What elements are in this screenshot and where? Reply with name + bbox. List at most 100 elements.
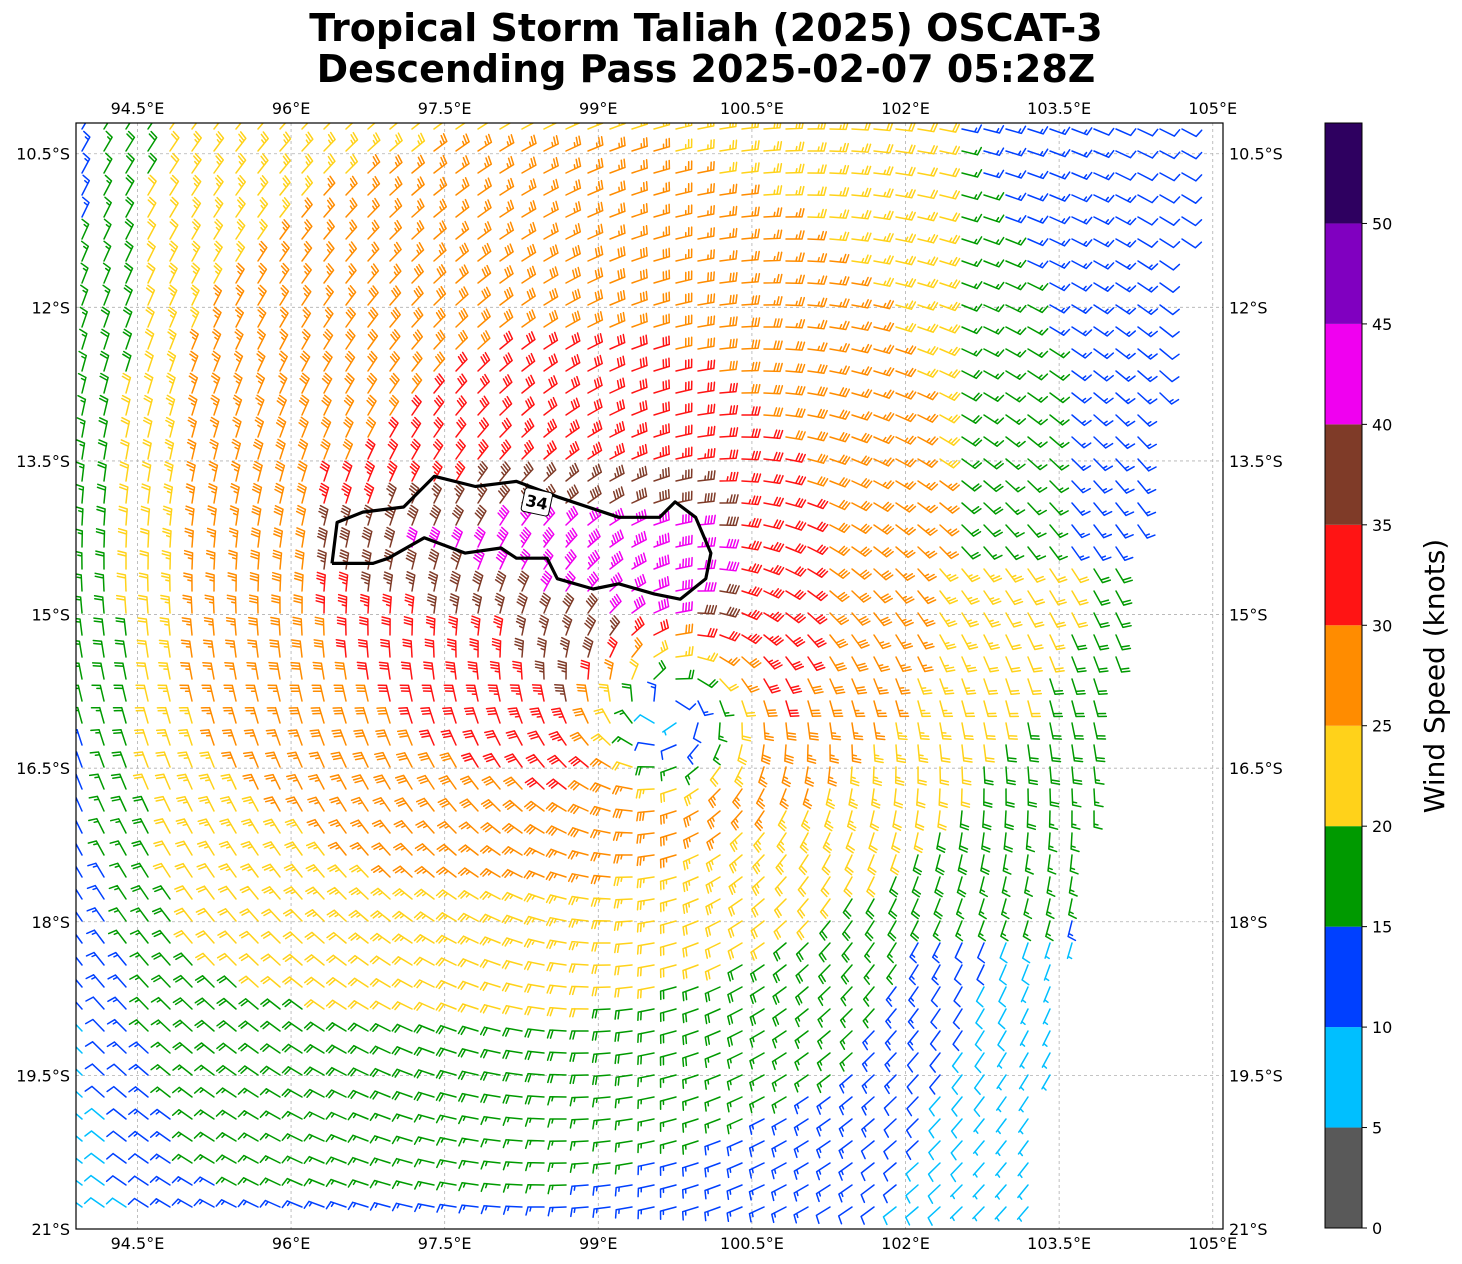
wind-barb — [378, 661, 391, 680]
wind-barb — [839, 1030, 853, 1050]
wind-barb — [205, 549, 216, 570]
wind-barb — [1004, 810, 1014, 831]
wind-barb — [580, 659, 591, 680]
wind-barb — [939, 436, 961, 446]
wind-barb — [741, 317, 761, 328]
wind-barb — [829, 678, 846, 695]
wind-barb — [400, 661, 413, 680]
wind-barb — [108, 884, 127, 900]
lat-tick-label-left: 13.5°S — [16, 452, 70, 471]
wind-barb — [281, 1133, 303, 1142]
wind-barb — [389, 197, 403, 218]
wind-barb — [961, 258, 983, 268]
wind-barb — [1137, 194, 1159, 204]
wind-barb — [894, 766, 905, 786]
wind-barb — [215, 1109, 237, 1120]
wind-barb — [103, 218, 112, 240]
wind-barb — [741, 633, 763, 645]
wind-barb — [367, 285, 379, 306]
wind-barb — [950, 1162, 963, 1183]
wind-barb — [961, 169, 983, 178]
wind-barb — [449, 593, 460, 614]
wind-barb — [169, 218, 179, 240]
wind-barb — [84, 1041, 105, 1054]
wind-barb — [201, 684, 215, 702]
wind-barb — [125, 130, 136, 152]
wind-barb — [751, 898, 765, 918]
wind-barb — [457, 1048, 479, 1058]
wind-barb — [237, 1199, 259, 1208]
wind-barb — [929, 1074, 941, 1095]
wind-barb — [477, 351, 491, 372]
wind-barb — [961, 414, 983, 424]
wind-barb — [983, 656, 1000, 673]
wind-barb — [499, 308, 514, 328]
wind-barb — [631, 422, 648, 438]
wind-barb — [660, 766, 677, 782]
wind-barb — [523, 915, 545, 926]
wind-barb — [168, 262, 178, 284]
wind-barb — [726, 1140, 743, 1157]
wind-barb — [1137, 458, 1157, 472]
wind-barb — [1005, 744, 1018, 763]
wind-barb — [145, 284, 156, 306]
wind-barb — [105, 1197, 127, 1208]
wind-barb — [502, 1183, 523, 1193]
wind-barb — [543, 178, 559, 196]
wind-barb — [543, 396, 558, 416]
wind-barb — [76, 955, 83, 966]
wind-barb — [807, 208, 827, 219]
wind-barb — [347, 1044, 369, 1055]
wind-barb — [312, 661, 325, 680]
wind-barb — [609, 333, 626, 350]
wind-barb — [1137, 326, 1158, 338]
wind-barb — [177, 729, 193, 746]
wind-barb — [261, 886, 281, 900]
wind-barb — [213, 240, 223, 262]
figure-title-line2: Descending Pass 2025-02-07 05:28Z — [316, 47, 1096, 91]
wind-barb — [389, 219, 403, 240]
wind-barb — [193, 1176, 215, 1186]
axis-ticks: 94.5°E94.5°E96°E96°E97.5°E97.5°E99°E99°E… — [16, 99, 1283, 1253]
wind-barb — [501, 846, 523, 856]
wind-barb — [1093, 700, 1108, 718]
wind-barb — [637, 1162, 655, 1176]
wind-barb — [785, 363, 806, 374]
wind-barb — [886, 964, 897, 986]
wind-barb — [524, 1050, 545, 1061]
wind-barb — [173, 907, 193, 922]
wind-barb — [612, 808, 633, 819]
wind-barb — [169, 123, 176, 130]
wind-barb — [793, 1162, 809, 1180]
wind-barb — [554, 684, 567, 702]
wind-barb — [749, 986, 765, 1005]
wind-barb — [567, 780, 589, 791]
wind-barb — [983, 744, 995, 763]
wind-barb — [523, 960, 545, 971]
wind-barb — [895, 255, 917, 266]
wind-barb — [839, 1008, 853, 1029]
wind-barb — [609, 529, 624, 548]
wind-barb — [1000, 898, 1010, 920]
wind-barb — [576, 683, 589, 702]
wind-barb — [304, 909, 325, 922]
wind-barb — [653, 423, 671, 438]
wind-barb — [524, 1072, 545, 1083]
wind-barb — [344, 372, 355, 394]
wind-barb — [1159, 370, 1180, 383]
wind-barb — [279, 197, 291, 218]
wind-barb — [1093, 127, 1115, 136]
wind-barb — [205, 572, 215, 592]
wind-barb — [169, 240, 179, 262]
wind-barb — [493, 615, 504, 636]
wind-barb — [659, 898, 677, 913]
wind-barb — [807, 544, 829, 555]
wind-barb — [428, 548, 440, 570]
wind-barb — [829, 164, 850, 175]
wind-barb — [349, 842, 369, 856]
wind-barb — [130, 907, 149, 922]
wind-barb — [76, 1112, 83, 1120]
wind-barb — [423, 661, 435, 680]
wind-barb — [609, 399, 626, 416]
wind-barb — [167, 306, 178, 328]
